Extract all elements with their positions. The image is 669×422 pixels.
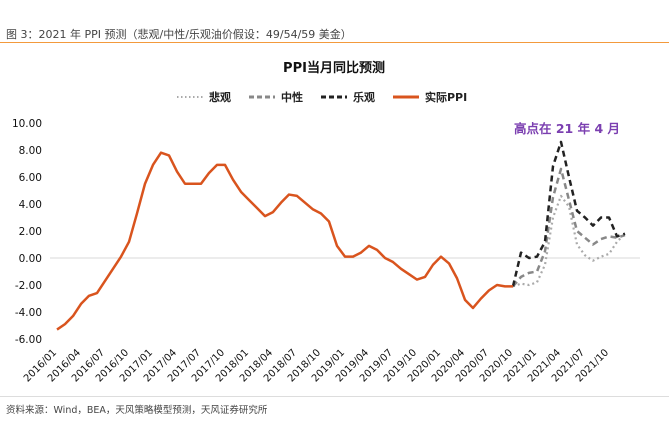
y-tick-label: -4.00: [15, 307, 42, 319]
source-note: 资料来源：Wind，BEA，天风策略模型预测，天风证券研究所: [6, 405, 268, 416]
legend-label-0: 悲观: [209, 90, 231, 104]
y-tick-label: -2.00: [15, 280, 42, 292]
legend-label-1: 中性: [281, 90, 303, 104]
figure-caption: 图 3：2021 年 PPI 预测（悲观/中性/乐观油价假设：49/54/59 …: [6, 28, 352, 41]
y-tick-label: 8.00: [19, 145, 42, 157]
y-tick-label: 4.00: [19, 199, 42, 211]
caption-divider: [0, 42, 669, 43]
legend-label-3: 实际PPI: [425, 90, 467, 104]
series-line-0: [512, 194, 626, 288]
series-line-2: [511, 140, 626, 287]
source-divider: [0, 396, 669, 397]
legend-label-2: 乐观: [353, 90, 375, 104]
y-tick-label: 6.00: [19, 172, 42, 184]
y-tick-label: 10.00: [12, 118, 42, 130]
series-line-3: [56, 151, 513, 331]
series-line-1: [512, 167, 626, 288]
y-tick-label: 2.00: [19, 226, 42, 238]
peak-annotation: 高点在 21 年 4 月: [514, 121, 620, 136]
y-tick-label: -6.00: [15, 334, 42, 346]
chart-title: PPI当月同比预测: [283, 60, 385, 76]
y-tick-label: 0.00: [19, 253, 42, 265]
